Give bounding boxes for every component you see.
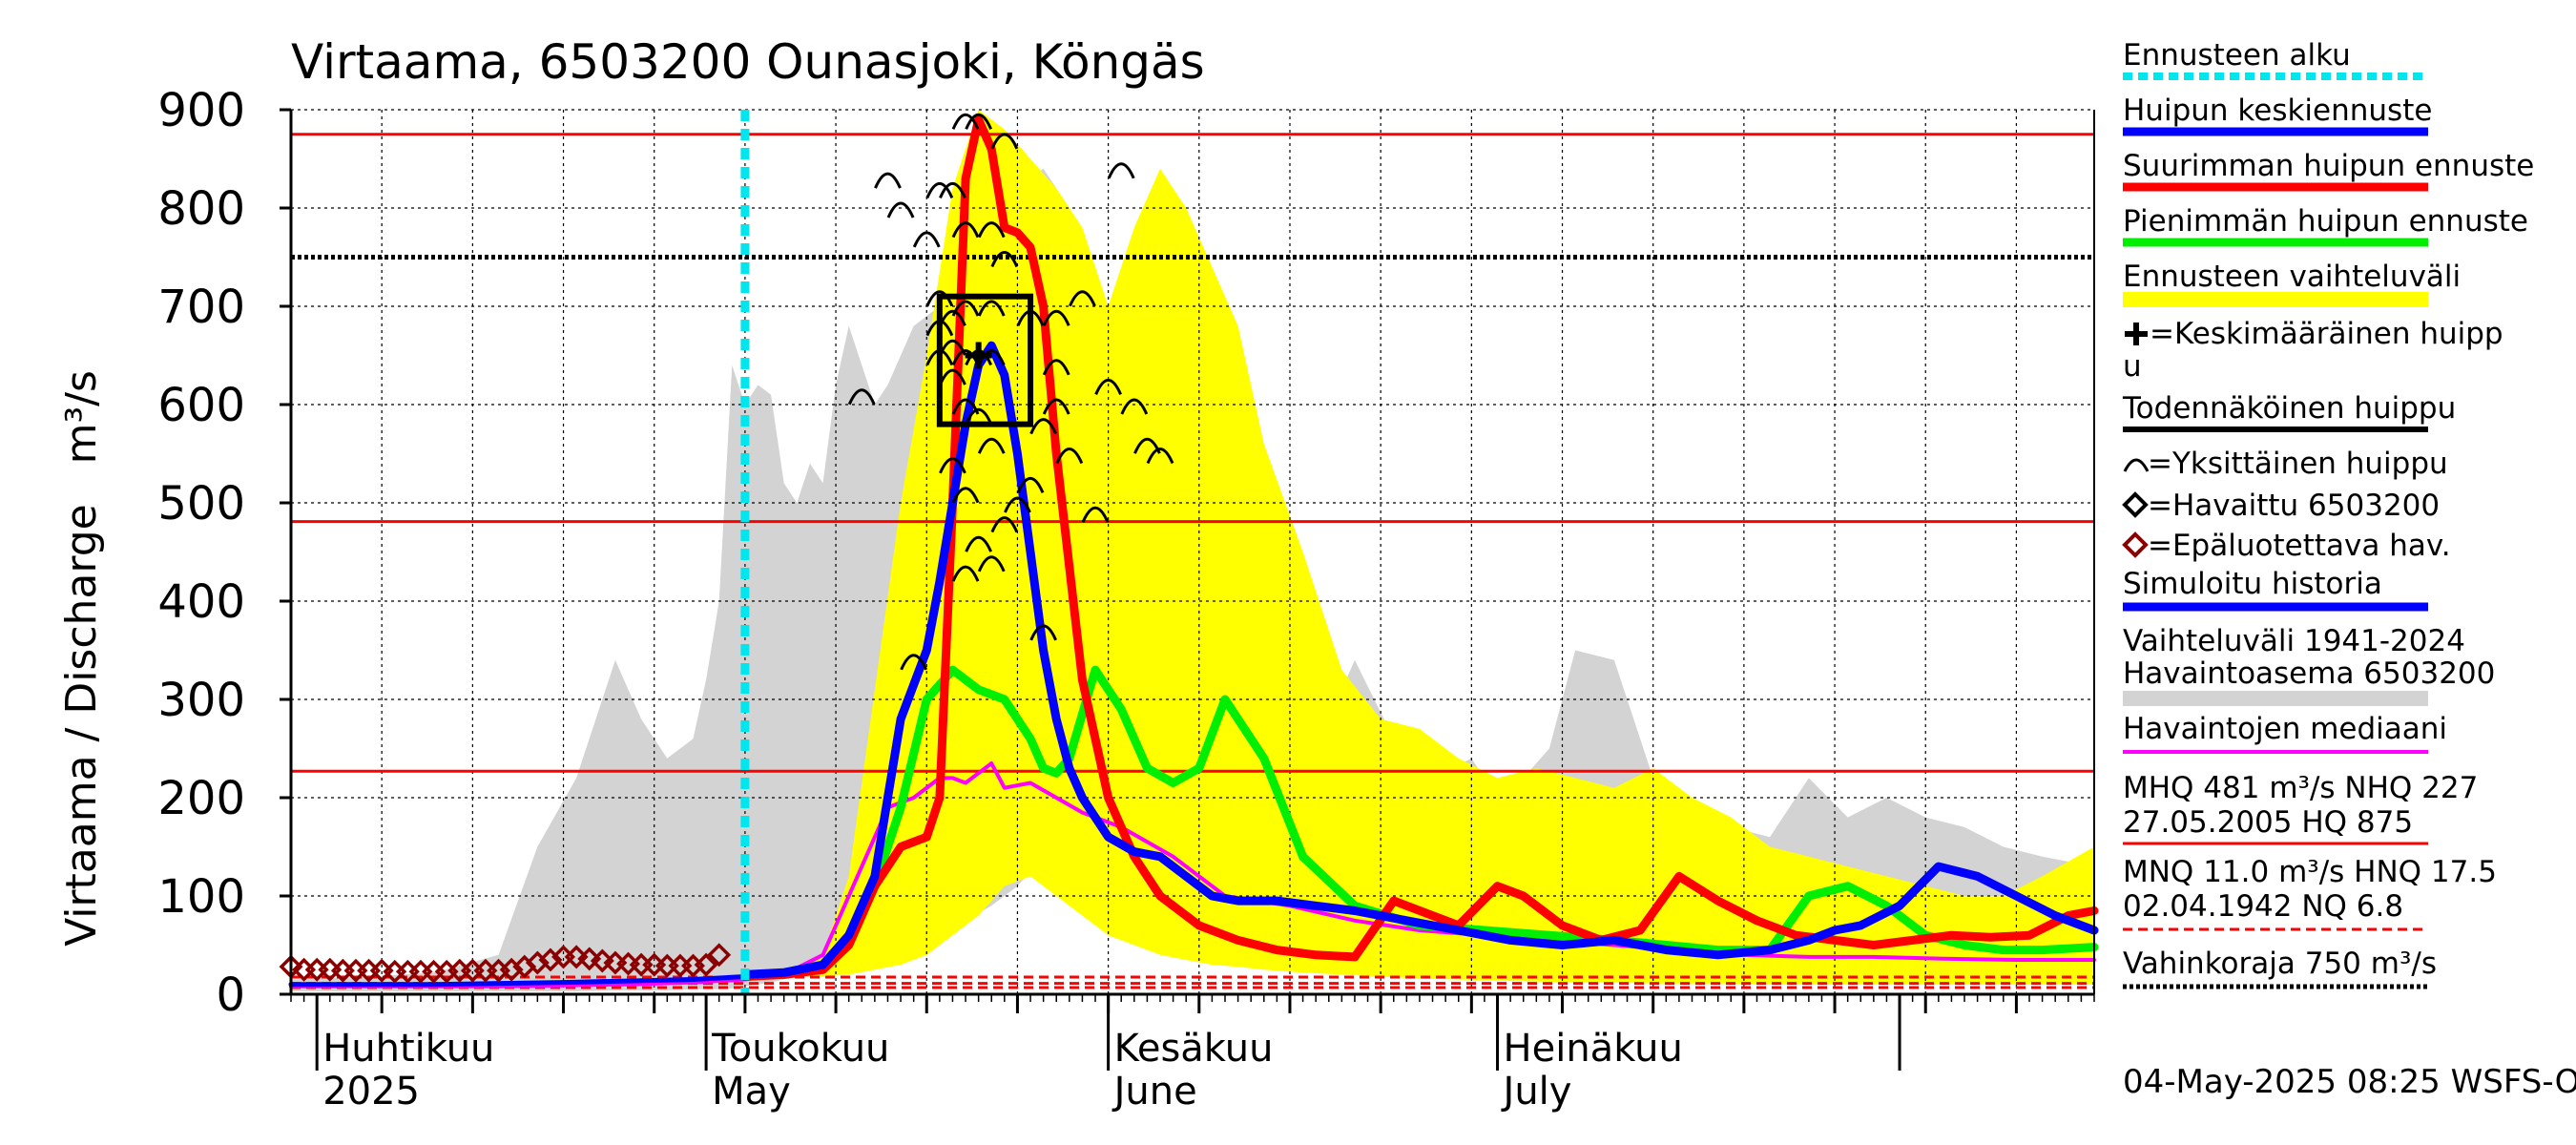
month-label-en: July bbox=[1501, 1070, 1572, 1114]
individual-peak-marker bbox=[1107, 162, 1135, 179]
individual-peak-marker bbox=[990, 516, 1019, 533]
legend-label-mean-marker-2: u bbox=[2123, 349, 2142, 384]
plot-area: 0 100 200 300 400 500 600 700 800 900 Huhtikuu2025… bbox=[157, 84, 2099, 1114]
y-tick-label: 300 bbox=[157, 674, 245, 727]
legend-label-max-peak: Suurimman huipun ennuste bbox=[2123, 149, 2534, 183]
y-tick-label: 900 bbox=[157, 84, 245, 137]
legend-mean-marker-icon bbox=[2125, 323, 2148, 345]
observed-point bbox=[694, 952, 718, 977]
observed-point bbox=[538, 947, 563, 972]
legend-label-stats1: MHQ 481 m³/s NHQ 227 bbox=[2123, 771, 2478, 805]
simulated-history-line bbox=[288, 974, 748, 988]
individual-peak-marker bbox=[951, 300, 980, 317]
month-label: Toukokuu bbox=[711, 1027, 889, 1071]
legend-label-median: Havaintojen mediaani bbox=[2123, 712, 2447, 746]
y-tick-label: 200 bbox=[157, 772, 245, 825]
legend-observed-icon bbox=[2122, 491, 2149, 518]
min-peak-forecast-line bbox=[740, 665, 2099, 981]
legend-label-history-range: Vaihteluväli 1941-2024 bbox=[2123, 624, 2465, 658]
individual-peak-marker bbox=[951, 221, 980, 239]
observed-point bbox=[499, 957, 524, 982]
individual-peak-marker bbox=[965, 535, 993, 552]
month-label: Huhtikuu bbox=[322, 1027, 494, 1071]
individual-peak-marker bbox=[925, 181, 954, 199]
legend-label-simulated: Simuloitu historia bbox=[2123, 567, 2382, 601]
individual-peak-marker bbox=[1042, 309, 1070, 326]
legend-label-min-peak: Pienimmän huipun ennuste bbox=[2123, 204, 2528, 239]
individual-peak-marker bbox=[1016, 476, 1045, 494]
individual-peak-marker bbox=[965, 407, 993, 425]
legend-label-history-range-2: Havaintoasema 6503200 bbox=[2123, 656, 2495, 691]
legend-label-stats1-2: 27.05.2005 HQ 875 bbox=[2123, 805, 2413, 840]
probable-peak-box bbox=[936, 293, 1034, 427]
legend-label-stats2-2: 02.04.1942 NQ 6.8 bbox=[2123, 889, 2403, 924]
individual-peak-marker bbox=[874, 172, 902, 189]
individual-peak-marker bbox=[1120, 398, 1149, 415]
individual-peak-marker bbox=[977, 555, 1006, 572]
month-label: Kesäkuu bbox=[1114, 1027, 1274, 1071]
y-tick-label: 100 bbox=[157, 870, 245, 924]
individual-peak-marker bbox=[990, 133, 1019, 150]
individual-peak-marker bbox=[1004, 496, 1031, 513]
individual-peak-marker bbox=[939, 457, 966, 474]
individual-peak-marker bbox=[1146, 448, 1174, 465]
individual-peak-marker bbox=[951, 487, 980, 504]
observed-point bbox=[525, 950, 550, 975]
individual-peak-marker bbox=[965, 113, 993, 130]
y-tick-label: 500 bbox=[157, 477, 245, 531]
legend: Ennusteen alku Huipun keskiennuste Suurimm… bbox=[2122, 38, 2534, 989]
individual-peak-marker bbox=[886, 201, 915, 219]
y-tick-label: 700 bbox=[157, 281, 245, 334]
y-tick-label: 0 bbox=[216, 968, 245, 1022]
y-tick-label: 800 bbox=[157, 182, 245, 236]
individual-peak-marker bbox=[1042, 398, 1070, 415]
legend-label-individual-peak: =Yksittäinen huippu bbox=[2148, 447, 2448, 481]
legend-label-mean-peak: Huipun keskiennuste bbox=[2123, 94, 2432, 128]
legend-label-probable-peak: Todennäköinen huippu bbox=[2122, 391, 2456, 426]
y-tick-label: 400 bbox=[157, 575, 245, 629]
individual-peak-marker bbox=[1029, 418, 1058, 435]
individual-peak-marker bbox=[925, 290, 954, 307]
individual-peak-marker bbox=[977, 437, 1006, 454]
individual-peak-marker bbox=[951, 113, 980, 130]
mean-peak-marker bbox=[965, 342, 992, 369]
month-label: Heinäkuu bbox=[1504, 1027, 1683, 1071]
legend-label-forecast-start: Ennusteen alku bbox=[2123, 38, 2351, 73]
individual-peak-marker bbox=[939, 181, 966, 199]
forecast-range-band bbox=[744, 110, 2094, 985]
individual-peak-marker bbox=[977, 221, 1006, 239]
observed-point bbox=[707, 943, 732, 968]
month-label-en: 2025 bbox=[322, 1070, 420, 1114]
legend-label-stats2: MNQ 11.0 m³/s HNQ 17.5 bbox=[2123, 855, 2497, 889]
individual-peak-marker bbox=[1029, 624, 1058, 641]
month-label-en: May bbox=[712, 1070, 791, 1114]
legend-individual-peak-icon bbox=[2123, 458, 2150, 472]
individual-peak-marker bbox=[1042, 359, 1070, 376]
y-axis-label: Virtaama / Discharge m³/s bbox=[57, 370, 106, 947]
individual-peak-marker bbox=[951, 565, 980, 582]
legend-label-damage: Vahinkoraja 750 m³/s bbox=[2123, 947, 2437, 981]
individual-peak-marker bbox=[900, 654, 928, 671]
individual-peak-marker bbox=[990, 251, 1019, 268]
legend-label-observed: =Havaittu 6503200 bbox=[2148, 489, 2440, 523]
individual-peak-marker bbox=[1055, 448, 1084, 465]
legend-unreliable-icon bbox=[2122, 531, 2149, 558]
legend-swatch bbox=[2123, 292, 2428, 307]
individual-peak-marker bbox=[847, 388, 876, 406]
y-tick-label: 600 bbox=[157, 379, 245, 432]
legend-label-unreliable: =Epäluotettava hav. bbox=[2148, 529, 2451, 563]
month-label-en: June bbox=[1111, 1070, 1197, 1114]
mean-peak-forecast-line bbox=[740, 341, 2099, 979]
individual-peak-marker bbox=[912, 231, 941, 248]
individual-peak-marker bbox=[1094, 378, 1122, 396]
legend-swatch bbox=[2123, 691, 2428, 706]
individual-peak-marker bbox=[1081, 506, 1110, 523]
legend-label-mean-marker: =Keskimääräinen huipp bbox=[2150, 317, 2503, 351]
legend-label-range: Ennusteen vaihteluväli bbox=[2123, 260, 2461, 294]
chart-title: Virtaama, 6503200 Ounasjoki, Köngäs bbox=[291, 34, 1205, 90]
individual-peak-marker bbox=[977, 300, 1006, 317]
timestamp: 04-May-2025 08:25 WSFS-O bbox=[2123, 1063, 2576, 1101]
individual-peak-marker bbox=[1069, 290, 1096, 307]
